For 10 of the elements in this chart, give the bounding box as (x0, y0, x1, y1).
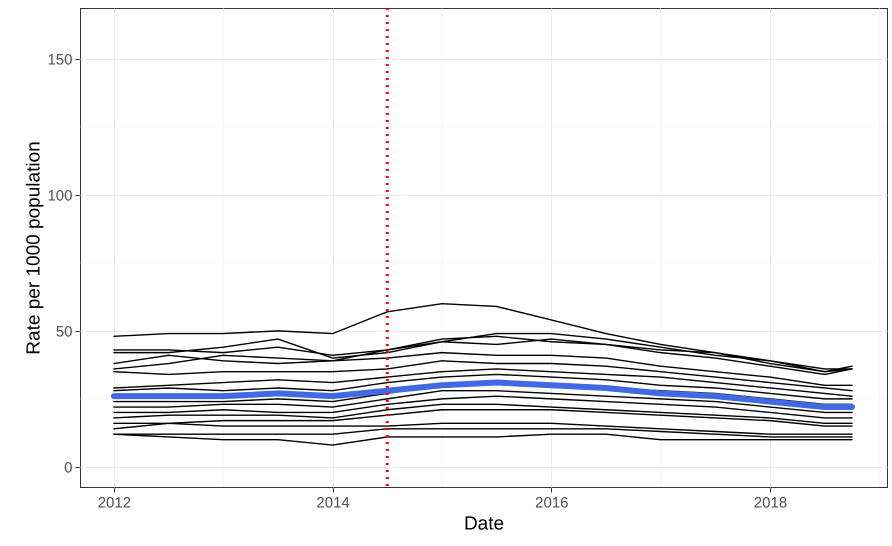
x-tick-label: 2016 (535, 494, 568, 512)
x-tick-label: 2018 (754, 494, 788, 512)
y-tick-label: 50 (56, 323, 72, 340)
x-axis-title: Date (464, 514, 504, 534)
x-tick-label: 2014 (316, 494, 350, 512)
x-tick-label: 2012 (98, 494, 132, 512)
y-tick-label: 150 (47, 51, 72, 68)
y-tick-label: 0 (64, 459, 72, 476)
y-tick-label: 100 (47, 187, 72, 204)
y-axis-title: Rate per 1000 population (23, 141, 44, 355)
